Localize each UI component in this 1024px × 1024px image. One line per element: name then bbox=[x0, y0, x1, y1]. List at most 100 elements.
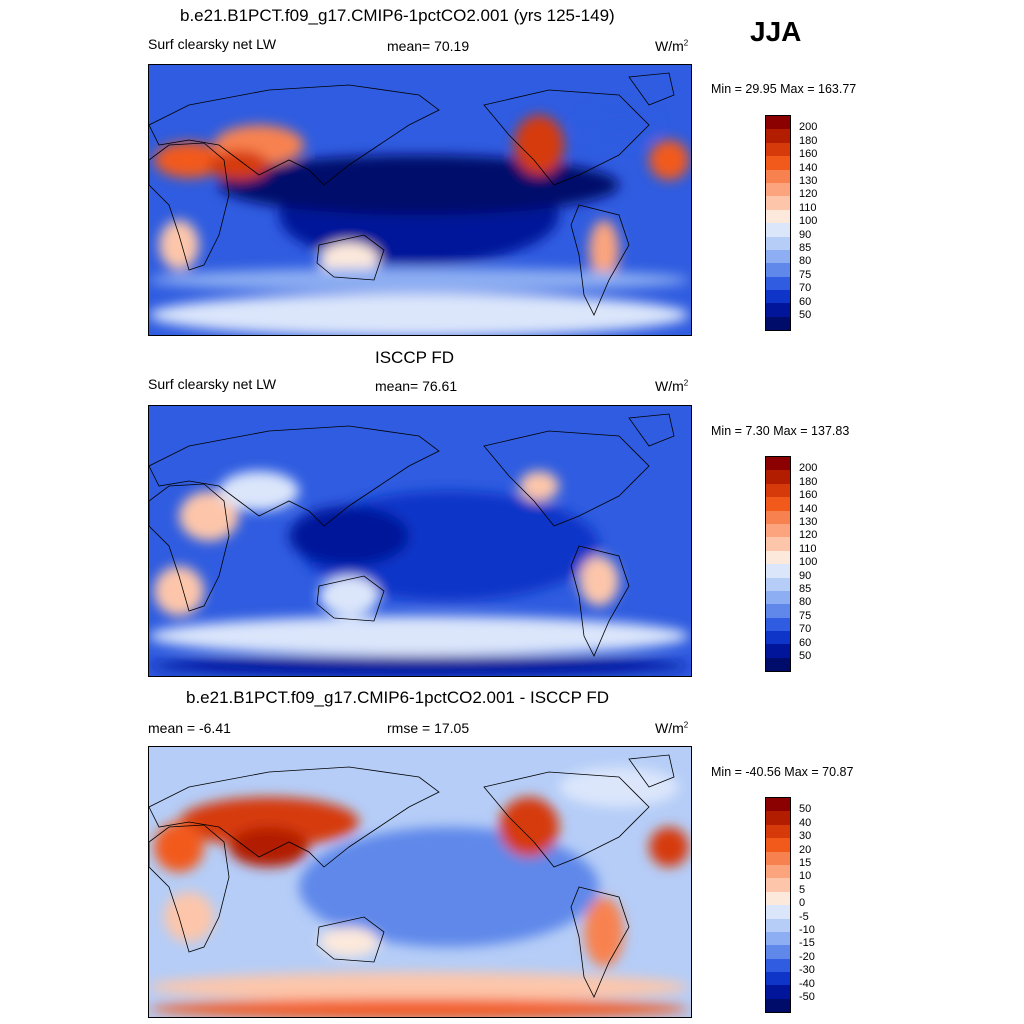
colorbar-tick-label: 130 bbox=[799, 516, 818, 528]
colorbar-box bbox=[766, 116, 790, 130]
colorbar-box bbox=[766, 236, 790, 250]
field-blob bbox=[299, 827, 599, 947]
field-blob bbox=[579, 556, 619, 606]
colorbar-box bbox=[766, 577, 790, 591]
colorbar-box bbox=[766, 457, 790, 471]
colorbar-tick-label: 85 bbox=[799, 242, 812, 254]
colorbar-tick-label: 0 bbox=[799, 897, 806, 910]
colorbar-box bbox=[766, 550, 790, 565]
panel3-colorbar bbox=[765, 797, 791, 1014]
colorbar-tick-label: 10 bbox=[799, 870, 812, 883]
coastline bbox=[316, 575, 385, 622]
colorbar-box bbox=[766, 958, 790, 973]
colorbar-tick-label: 90 bbox=[799, 569, 812, 582]
colorbar-tick-label: 110 bbox=[799, 542, 817, 555]
colorbar-tick-label: 80 bbox=[799, 255, 812, 268]
field-blob bbox=[289, 506, 409, 566]
colorbar-box bbox=[766, 998, 790, 1013]
panel2-map bbox=[148, 405, 692, 677]
colorbar-box bbox=[766, 169, 790, 183]
colorbar-tick-label: 80 bbox=[799, 596, 812, 609]
colorbar-box bbox=[766, 617, 790, 632]
colorbar-box bbox=[766, 290, 790, 304]
panel2-minmax: Min = 7.30 Max = 137.83 bbox=[711, 424, 850, 438]
colorbar-tick-label: 70 bbox=[799, 623, 812, 636]
colorbar-tick-label: -50 bbox=[799, 991, 815, 1003]
colorbar-box bbox=[766, 263, 790, 277]
colorbar-tick-label: 50 bbox=[799, 650, 812, 662]
coastline bbox=[483, 771, 650, 868]
colorbar-tick-label: -15 bbox=[799, 937, 815, 950]
panel2-units: W/m2 bbox=[655, 378, 689, 394]
colorbar-tick-label: 100 bbox=[799, 556, 818, 569]
colorbar-tick-label: -20 bbox=[799, 950, 815, 963]
panel2-title: ISCCP FD bbox=[375, 348, 455, 367]
field-blob bbox=[559, 767, 679, 807]
colorbar-box bbox=[766, 972, 790, 986]
panel1-variable-label: Surf clearsky net LW bbox=[148, 36, 277, 52]
field-blob bbox=[649, 827, 689, 867]
colorbar-box bbox=[766, 510, 790, 524]
field-blob bbox=[149, 616, 689, 656]
colorbar-tick-label: 180 bbox=[799, 134, 818, 147]
coastline bbox=[149, 824, 230, 953]
colorbar-box bbox=[766, 523, 790, 538]
colorbar-box bbox=[766, 838, 790, 852]
coastline bbox=[628, 72, 675, 106]
field-blob bbox=[649, 140, 689, 180]
field-blob bbox=[219, 155, 619, 215]
colorbar-box bbox=[766, 196, 790, 210]
map-canvas bbox=[149, 65, 691, 335]
field-blob bbox=[154, 142, 224, 178]
coastline bbox=[570, 886, 630, 998]
colorbar-box bbox=[766, 631, 790, 645]
colorbar-box bbox=[766, 537, 790, 551]
colorbar-box bbox=[766, 905, 790, 919]
field-blob bbox=[149, 972, 689, 1002]
coastline bbox=[570, 204, 630, 316]
map-canvas bbox=[149, 406, 691, 676]
coastline bbox=[483, 89, 650, 186]
colorbar-tick-label: 140 bbox=[799, 502, 818, 515]
colorbar-box bbox=[766, 798, 790, 812]
field-blob bbox=[584, 897, 624, 967]
field-blob bbox=[319, 576, 379, 616]
panel3-units: W/m2 bbox=[655, 720, 689, 736]
colorbar-tick-label: 120 bbox=[799, 529, 818, 542]
colorbar-tick-label: 160 bbox=[799, 489, 818, 502]
coastline bbox=[316, 916, 385, 963]
colorbar-tick-label: -40 bbox=[799, 977, 815, 990]
colorbar-box bbox=[766, 156, 790, 170]
colorbar-box bbox=[766, 864, 790, 879]
colorbar-box bbox=[766, 918, 790, 932]
colorbar-box bbox=[766, 985, 790, 999]
field-blob bbox=[519, 471, 559, 501]
colorbar-tick-label: -10 bbox=[799, 924, 815, 936]
colorbar-tick-label: 50 bbox=[799, 309, 812, 321]
colorbar-box bbox=[766, 249, 790, 264]
field-blob bbox=[149, 268, 689, 292]
colorbar-box bbox=[766, 644, 790, 658]
field-blob bbox=[149, 999, 689, 1017]
colorbar-box bbox=[766, 931, 790, 946]
panel2-mean-label: mean= 76.61 bbox=[375, 378, 458, 394]
coastline bbox=[149, 425, 440, 527]
panel2-colorbar bbox=[765, 456, 791, 673]
colorbar-tick-label: 15 bbox=[799, 857, 812, 869]
colorbar-box bbox=[766, 945, 790, 959]
colorbar-tick-label: 200 bbox=[799, 121, 818, 134]
panel1-minmax: Min = 29.95 Max = 163.77 bbox=[711, 82, 857, 96]
colorbar-tick-label: 140 bbox=[799, 161, 818, 174]
field-blob bbox=[579, 105, 659, 145]
panel3-rmse-label: rmse = 17.05 bbox=[387, 720, 470, 736]
colorbar-tick-label: 70 bbox=[799, 282, 812, 295]
colorbar-box bbox=[766, 811, 790, 825]
field-blob bbox=[209, 150, 269, 180]
colorbar-box bbox=[766, 142, 790, 157]
colorbar-box bbox=[766, 891, 790, 906]
colorbar-box bbox=[766, 129, 790, 143]
panel3-mean-label: mean = -6.41 bbox=[148, 720, 231, 736]
colorbar-tick-label: 20 bbox=[799, 843, 812, 856]
field-blob bbox=[164, 892, 214, 942]
field-blob bbox=[499, 797, 559, 857]
